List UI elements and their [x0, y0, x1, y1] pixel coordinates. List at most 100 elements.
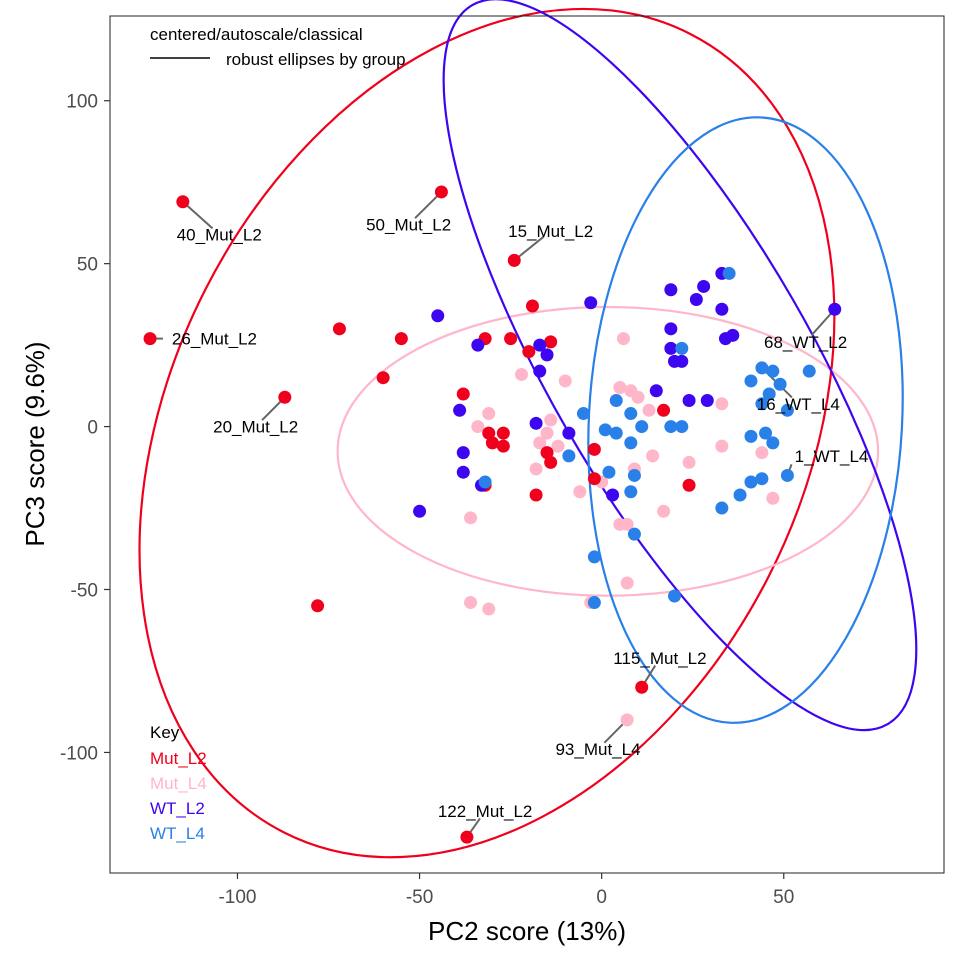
leader-line-40-mut-l2: [186, 204, 214, 230]
data-point-mut-l4: [682, 455, 696, 469]
data-point-mut-l2: [176, 195, 190, 209]
point-label-122-mut-l2: 122_Mut_L2: [438, 802, 533, 821]
data-point-wt-l4: [722, 266, 736, 280]
data-point-wt-l2: [562, 426, 576, 440]
data-point-wt-l2: [700, 394, 714, 408]
data-point-mut-l4: [558, 374, 572, 388]
data-point-wt-l4: [627, 468, 641, 482]
data-point-wt-l4: [624, 407, 638, 421]
data-point-mut-l4: [642, 403, 656, 417]
data-point-mut-l4: [715, 397, 729, 411]
x-tick-label: -50: [406, 887, 433, 908]
data-point-wt-l4: [667, 589, 681, 603]
data-point-wt-l4: [576, 407, 590, 421]
data-point-mut-l4: [573, 485, 587, 499]
point-label-115-mut-l2: 115_Mut_L2: [613, 649, 706, 668]
y-tick-label: 0: [87, 418, 98, 439]
data-point-wt-l2: [697, 279, 711, 293]
data-point-wt-l2: [649, 384, 663, 398]
leader-line-93-mut-l4: [603, 723, 624, 744]
leader-line-20-mut-l2: [261, 400, 282, 421]
data-point-mut-l2: [682, 478, 696, 492]
data-point-wt-l2: [606, 488, 620, 502]
data-point-wt-l2: [471, 338, 485, 352]
data-point-mut-l2: [544, 455, 558, 469]
data-point-wt-l2: [453, 403, 467, 417]
data-point-mut-l4: [766, 491, 780, 505]
data-point-mut-l2: [587, 442, 601, 456]
data-point-wt-l4: [609, 426, 623, 440]
data-point-mut-l4: [631, 390, 645, 404]
data-point-wt-l2: [456, 465, 470, 479]
data-point-wt-l4: [744, 374, 758, 388]
point-label-40-mut-l2: 40_Mut_L2: [177, 225, 262, 244]
data-point-wt-l4: [635, 420, 649, 434]
data-point-mut-l4: [620, 517, 634, 531]
leader-line-15-mut-l2: [518, 235, 545, 258]
leader-line-layer: [156, 195, 832, 833]
data-point-wt-l4: [609, 394, 623, 408]
data-point-mut-l4: [540, 426, 554, 440]
point-layer: [143, 185, 842, 844]
data-point-mut-l4: [620, 713, 634, 727]
data-point-wt-l2: [682, 394, 696, 408]
data-point-wt-l4: [675, 420, 689, 434]
data-point-wt-l4: [762, 387, 776, 401]
y-axis-title: PC3 score (9.6%): [20, 341, 50, 546]
point-label-16-wt-l4: 16_WT_L4: [757, 395, 840, 414]
data-point-mut-l2: [456, 387, 470, 401]
point-label-26-mut-l2: 26_Mut_L2: [172, 330, 257, 349]
data-point-wt-l4: [624, 436, 638, 450]
data-point-mut-l4: [657, 504, 671, 518]
data-point-mut-l4: [715, 439, 729, 453]
ellipse-mut-l4: [336, 305, 880, 597]
data-point-mut-l2: [529, 488, 543, 502]
legend: Key Mut_L2 Mut_L4 WT_L2 WT_L4: [150, 723, 207, 843]
legend-title: Key: [150, 723, 180, 742]
data-point-mut-l2: [460, 830, 474, 844]
data-point-wt-l4: [624, 485, 638, 499]
legend-entry-mut-l4: Mut_L4: [150, 774, 207, 793]
data-point-wt-l4: [627, 527, 641, 541]
data-point-wt-l4: [602, 465, 616, 479]
data-point-wt-l4: [802, 364, 816, 378]
data-point-wt-l2: [540, 348, 554, 362]
x-axis-title: PC2 score (13%): [428, 916, 626, 946]
data-point-wt-l4: [744, 475, 758, 489]
data-point-mut-l2: [540, 446, 554, 460]
data-point-mut-l2: [587, 472, 601, 486]
data-point-wt-l2: [664, 322, 678, 336]
data-point-wt-l2: [533, 338, 547, 352]
data-point-wt-l4: [715, 501, 729, 515]
data-point-mut-l2: [544, 335, 558, 349]
data-point-mut-l4: [620, 576, 634, 590]
data-point-wt-l4: [755, 397, 769, 411]
data-point-wt-l2: [529, 416, 543, 430]
data-point-wt-l4: [587, 596, 601, 610]
data-point-wt-l2: [675, 354, 689, 368]
data-point-wt-l2: [533, 364, 547, 378]
data-point-wt-l2: [413, 504, 427, 518]
data-point-wt-l4: [598, 423, 612, 437]
x-tick-label: 0: [596, 887, 607, 908]
point-label-68-wt-l2: 68_WT_L2: [764, 333, 847, 352]
data-point-wt-l2: [664, 341, 678, 355]
point-label-20-mut-l2: 20_Mut_L2: [213, 418, 298, 437]
data-point-wt-l4: [733, 488, 747, 502]
data-point-mut-l2: [507, 253, 521, 267]
data-point-mut-l4: [613, 380, 627, 394]
y-tick-label: 50: [77, 255, 98, 276]
annotation-line2: robust ellipses by group: [226, 50, 406, 69]
leader-line-115-mut-l2: [644, 665, 657, 683]
data-point-mut-l2: [485, 436, 499, 450]
data-point-mut-l4: [551, 439, 565, 453]
x-tick-label: -100: [218, 887, 256, 908]
data-point-mut-l4: [464, 596, 478, 610]
data-point-wt-l2: [689, 292, 703, 306]
data-point-wt-l4: [759, 426, 773, 440]
data-point-mut-l2: [496, 439, 510, 453]
data-point-wt-l2: [584, 296, 598, 310]
data-point-mut-l4: [529, 462, 543, 476]
